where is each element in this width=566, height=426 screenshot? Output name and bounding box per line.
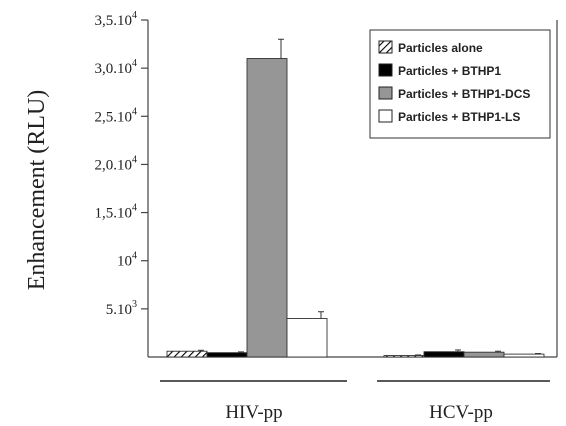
legend: Particles alone Particles + BTHP1 Particle… [369, 29, 551, 139]
y-tick-label: 3,5.104 [95, 10, 138, 29]
legend-swatch [378, 63, 393, 77]
bar [383, 355, 425, 358]
bars [166, 38, 545, 358]
legend-swatch [378, 109, 393, 123]
y-tick-label: 1,5.104 [95, 203, 138, 222]
bar [166, 350, 208, 358]
y-tick-label: 104 [117, 251, 137, 270]
y-tick-label: 2,0.104 [95, 154, 138, 173]
y-tick-label: 3,0.104 [95, 58, 138, 77]
y-axis-label: Enhancement (RLU) [24, 90, 50, 291]
legend-label: Particles + BTHP1 [398, 64, 501, 78]
legend-label: Particles + BTHP1-DCS [398, 87, 530, 101]
bar [503, 353, 545, 358]
legend-swatch [378, 86, 393, 100]
category-label-hcv: HCV-pp [429, 402, 493, 423]
bar [246, 58, 288, 358]
bar [206, 352, 248, 358]
legend-label: Particles alone [398, 41, 483, 55]
category-label-hiv: HIV-pp [225, 402, 282, 423]
legend-box [369, 29, 551, 139]
bar [286, 318, 328, 358]
y-tick-label: 2,5.104 [95, 106, 138, 125]
legend-label: Particles + BTHP1-LS [398, 110, 520, 124]
bar [423, 351, 465, 358]
y-ticks: 5.103 104 1,5.104 2,0.104 2,5.104 3,0.104 3,5.… [95, 10, 148, 318]
legend-swatch [378, 40, 393, 54]
bar [463, 351, 505, 358]
y-tick-label: 5.103 [106, 299, 137, 318]
